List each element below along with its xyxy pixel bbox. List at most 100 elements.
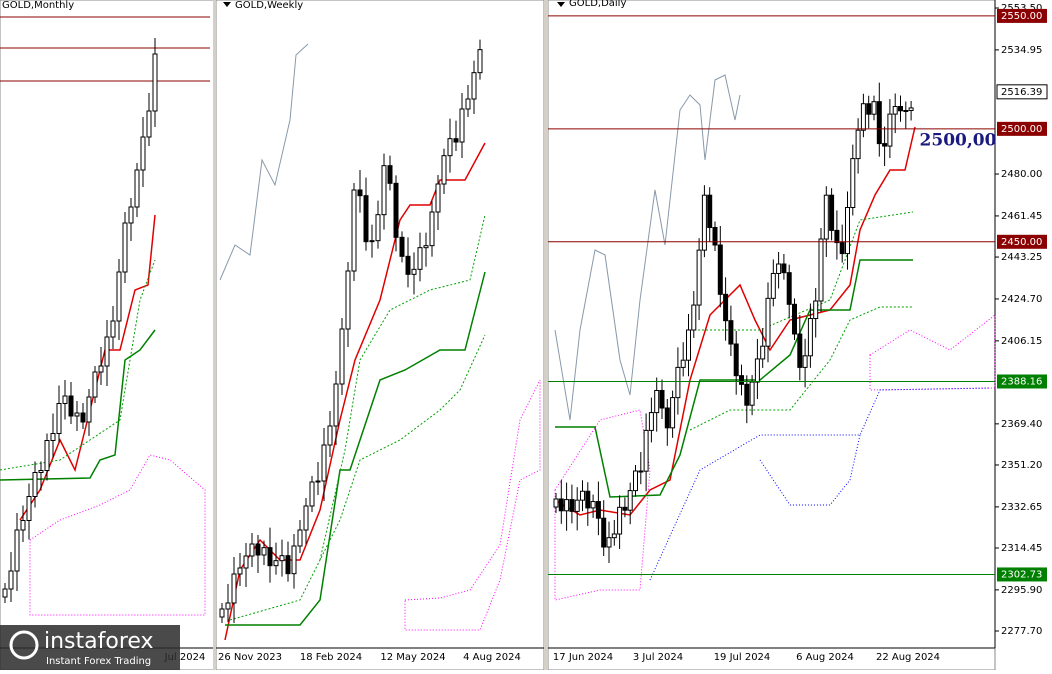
candle-body: [696, 249, 702, 306]
candle-body: [243, 555, 249, 569]
candle-body: [152, 53, 158, 112]
candle-body: [776, 263, 782, 274]
logo-tagline: Instant Forex Trading: [46, 656, 151, 667]
candle-body: [558, 498, 564, 512]
candle-body: [654, 390, 660, 414]
candle-body: [38, 470, 44, 473]
candle-body: [351, 189, 357, 272]
candle-body: [345, 270, 351, 330]
candle-body: [477, 49, 483, 74]
candle-body: [823, 194, 829, 240]
title-marker: [557, 2, 565, 7]
candle-body: [429, 211, 435, 247]
candle-body: [686, 329, 691, 361]
level-box: [997, 8, 1047, 23]
price-label: 2369.40: [1001, 419, 1042, 430]
candle-body: [648, 412, 654, 431]
candle-body: [659, 390, 665, 409]
candle-body: [617, 506, 623, 535]
candle-body: [273, 560, 279, 567]
candle-body: [807, 318, 813, 357]
candle-body: [802, 355, 808, 368]
candle-body: [369, 240, 375, 243]
date-label: 3 Jul 2024: [633, 652, 683, 663]
candle-body: [219, 608, 225, 618]
candle-body: [128, 206, 134, 224]
candle-body: [231, 573, 237, 604]
candle-body: [590, 501, 596, 509]
level-label: 2388.16: [1001, 376, 1042, 387]
candle-body: [14, 529, 20, 572]
panel-title: GOLD,Weekly: [235, 0, 303, 11]
splitter: [544, 0, 548, 670]
candle-body: [357, 189, 363, 197]
date-label: Jul 2024: [164, 652, 206, 663]
candle-body: [882, 143, 888, 147]
date-label: 6 Aug 2024: [796, 652, 854, 663]
candle-body: [399, 236, 405, 257]
candle-body: [321, 444, 327, 482]
candle-body: [866, 103, 872, 115]
candle-body: [447, 138, 453, 157]
candle-body: [781, 263, 787, 274]
candle-body: [2, 588, 8, 598]
level-label: 2450.00: [1001, 237, 1042, 248]
candle-body: [691, 304, 697, 331]
price-label: 2443.25: [1001, 252, 1042, 263]
candle-body: [717, 244, 723, 295]
level-label: 2302.73: [1001, 569, 1042, 580]
candle-body: [249, 543, 255, 557]
price-label: 2553.50: [1001, 3, 1042, 14]
candle-body: [56, 403, 62, 434]
candle-body: [255, 543, 261, 556]
price-label: 2277.70: [1001, 626, 1042, 637]
candle-body: [627, 490, 633, 511]
candle-body: [104, 336, 110, 367]
candle-body: [723, 293, 729, 322]
panel-title: GOLD,Monthly: [2, 0, 74, 11]
level-box: [997, 374, 1047, 389]
candle-body: [606, 537, 612, 548]
candle-body: [845, 207, 850, 255]
candle-body: [110, 320, 116, 338]
date-label: 17 Jun 2024: [553, 652, 613, 663]
candle-body: [611, 533, 617, 539]
logo-name: instaforex: [44, 629, 154, 654]
level-box: [997, 234, 1047, 249]
candle-body: [98, 365, 104, 373]
candle-body: [749, 381, 755, 406]
candle-body: [675, 366, 681, 399]
candle-body: [146, 110, 152, 138]
candle-body: [818, 238, 824, 302]
price-label: 2534.95: [1001, 45, 1042, 56]
candle-body: [20, 520, 26, 531]
candle-body: [569, 499, 575, 512]
candle-body: [728, 320, 734, 345]
annotation: 2500,00: [920, 131, 997, 151]
candle-body: [363, 195, 369, 243]
candle-body: [797, 333, 803, 368]
current-price: 2516.39: [1001, 87, 1042, 98]
candle-body: [417, 247, 423, 270]
candle-body: [622, 506, 628, 511]
price-label: 2332.65: [1001, 502, 1042, 513]
candle-body: [387, 165, 393, 184]
cloud-edge: [649, 387, 991, 581]
candle-body: [908, 107, 914, 111]
candle-body: [813, 300, 819, 320]
candle-body: [633, 470, 638, 492]
candle-body: [871, 101, 877, 115]
candle-body: [898, 106, 903, 112]
candle-body: [411, 268, 417, 275]
axis-items: 2553.50 2534.95 2480.00 2461.45 2443.25 2424.…: [548, 3, 1048, 637]
candle-body: [855, 129, 861, 160]
level-label: 2550.00: [1001, 11, 1042, 22]
daily-panel: [547, 0, 996, 671]
candle-body: [733, 343, 739, 377]
candle-body: [86, 396, 92, 423]
candle-body: [680, 359, 686, 368]
candle-body: [770, 272, 776, 299]
price-label: 2424.70: [1001, 294, 1042, 305]
candle-body: [643, 429, 649, 472]
